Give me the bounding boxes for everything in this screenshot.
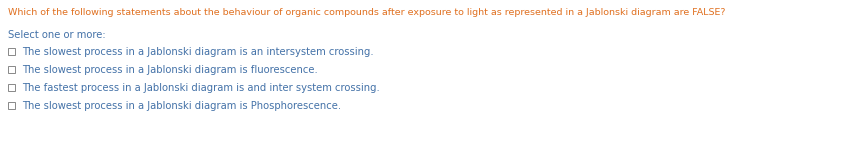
Text: Which of the following statements about the behaviour of organic compounds after: Which of the following statements about … — [8, 8, 726, 17]
Text: The fastest process in a Jablonski diagram is and inter system crossing.: The fastest process in a Jablonski diagr… — [22, 83, 380, 93]
Text: The slowest process in a Jablonski diagram is an intersystem crossing.: The slowest process in a Jablonski diagr… — [22, 47, 374, 57]
Text: Select one or more:: Select one or more: — [8, 30, 105, 40]
Text: The slowest process in a Jablonski diagram is Phosphorescence.: The slowest process in a Jablonski diagr… — [22, 101, 341, 111]
Text: The slowest process in a Jablonski diagram is fluorescence.: The slowest process in a Jablonski diagr… — [22, 65, 318, 75]
